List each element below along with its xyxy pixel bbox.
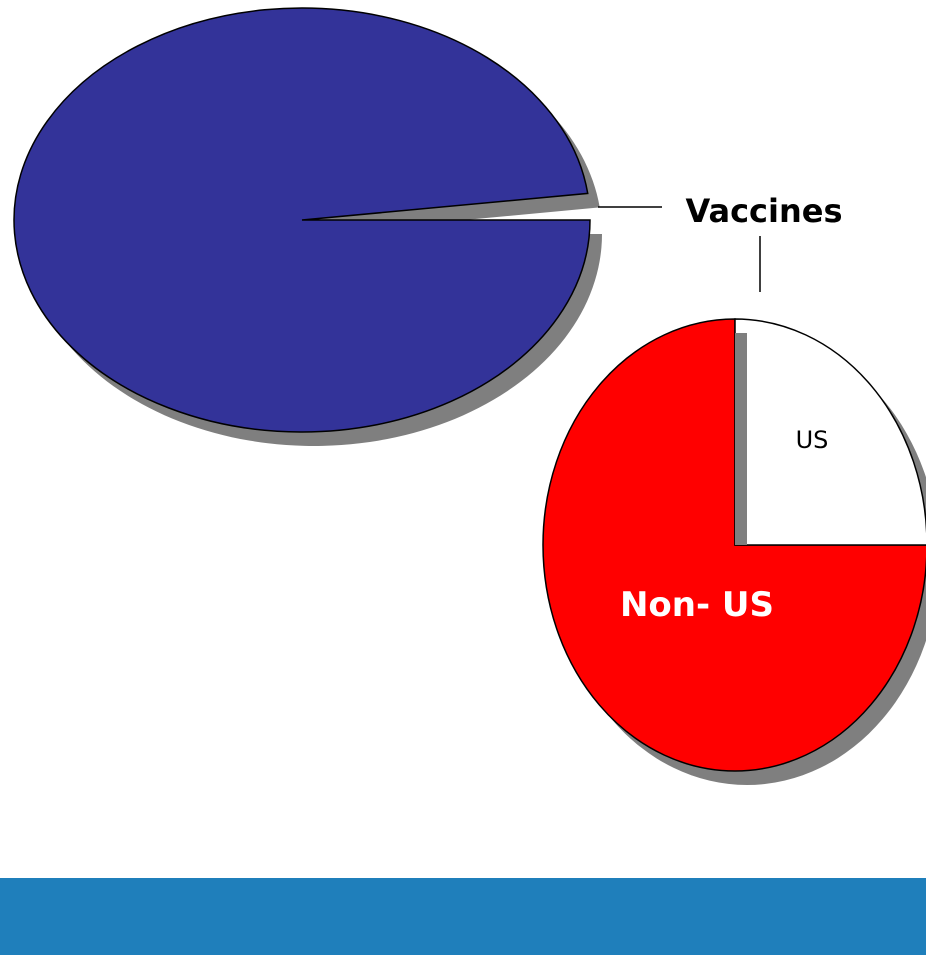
- pie-charts-figure: Vaccines US Non- US: [13, 7, 926, 785]
- breakdown-pie: [542, 318, 926, 785]
- non-us-slice-label: Non- US: [620, 585, 774, 625]
- main-pie: [13, 7, 602, 447]
- vaccines-label: Vaccines: [685, 192, 842, 230]
- us-slice: [734, 318, 926, 546]
- us-slice-inner-shadow: [735, 333, 747, 545]
- main-pie-slice: [13, 7, 591, 433]
- footer-bar: [0, 878, 926, 955]
- us-slice-label: US: [796, 426, 829, 454]
